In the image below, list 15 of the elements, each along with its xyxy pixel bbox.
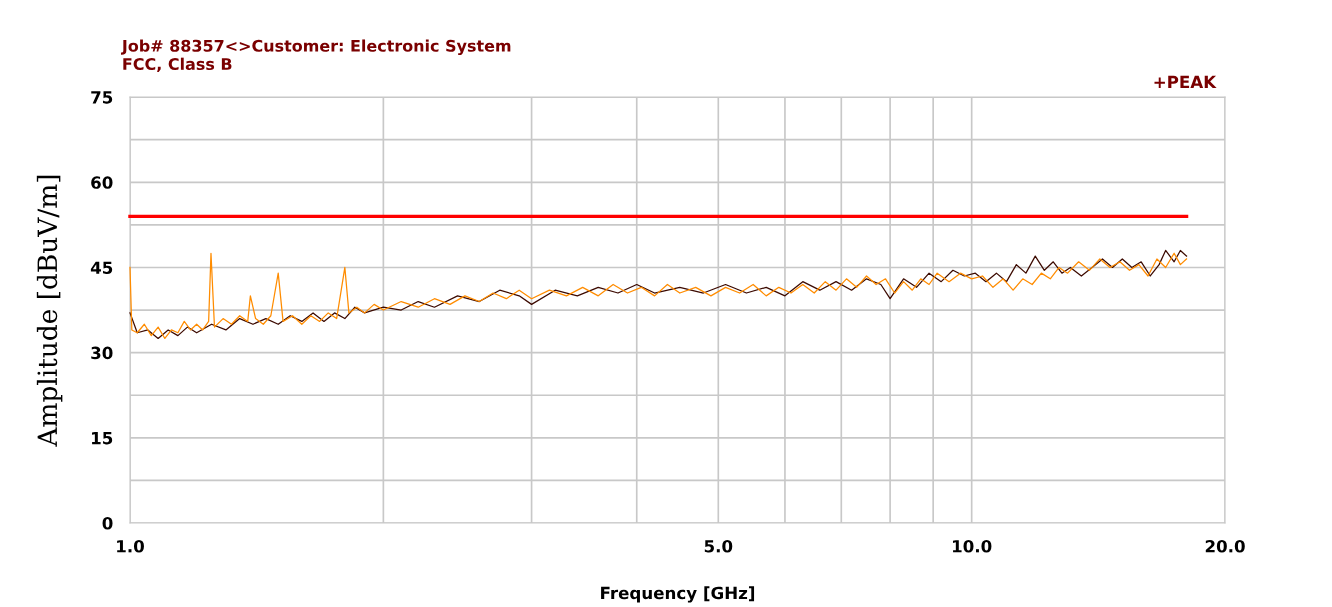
- y-tick-label: 45: [90, 261, 113, 275]
- x-tick-label: 1.0: [117, 539, 144, 553]
- text: +PEAK: [1154, 75, 1217, 89]
- chart-title: Job# 88357<>Customer: Electronic System: [120, 39, 511, 56]
- chart-subtitle: FCC, Class B: [123, 57, 232, 73]
- x-tick-label: 5.0: [704, 539, 733, 553]
- y-tick-label: 15: [92, 432, 113, 445]
- x-tick-label: 20.0: [1205, 539, 1245, 553]
- y-tick-label: 75: [91, 91, 113, 104]
- x-axis-title: Frequency [GHz]: [601, 586, 755, 603]
- y-tick-label: 0: [102, 516, 113, 530]
- y-tick-label: 60: [91, 176, 113, 189]
- x-tick-label: 10.0: [952, 539, 992, 553]
- y-tick-label: 30: [91, 346, 113, 360]
- y-axis-title: Amplitude [dBuV/m]: [36, 175, 63, 447]
